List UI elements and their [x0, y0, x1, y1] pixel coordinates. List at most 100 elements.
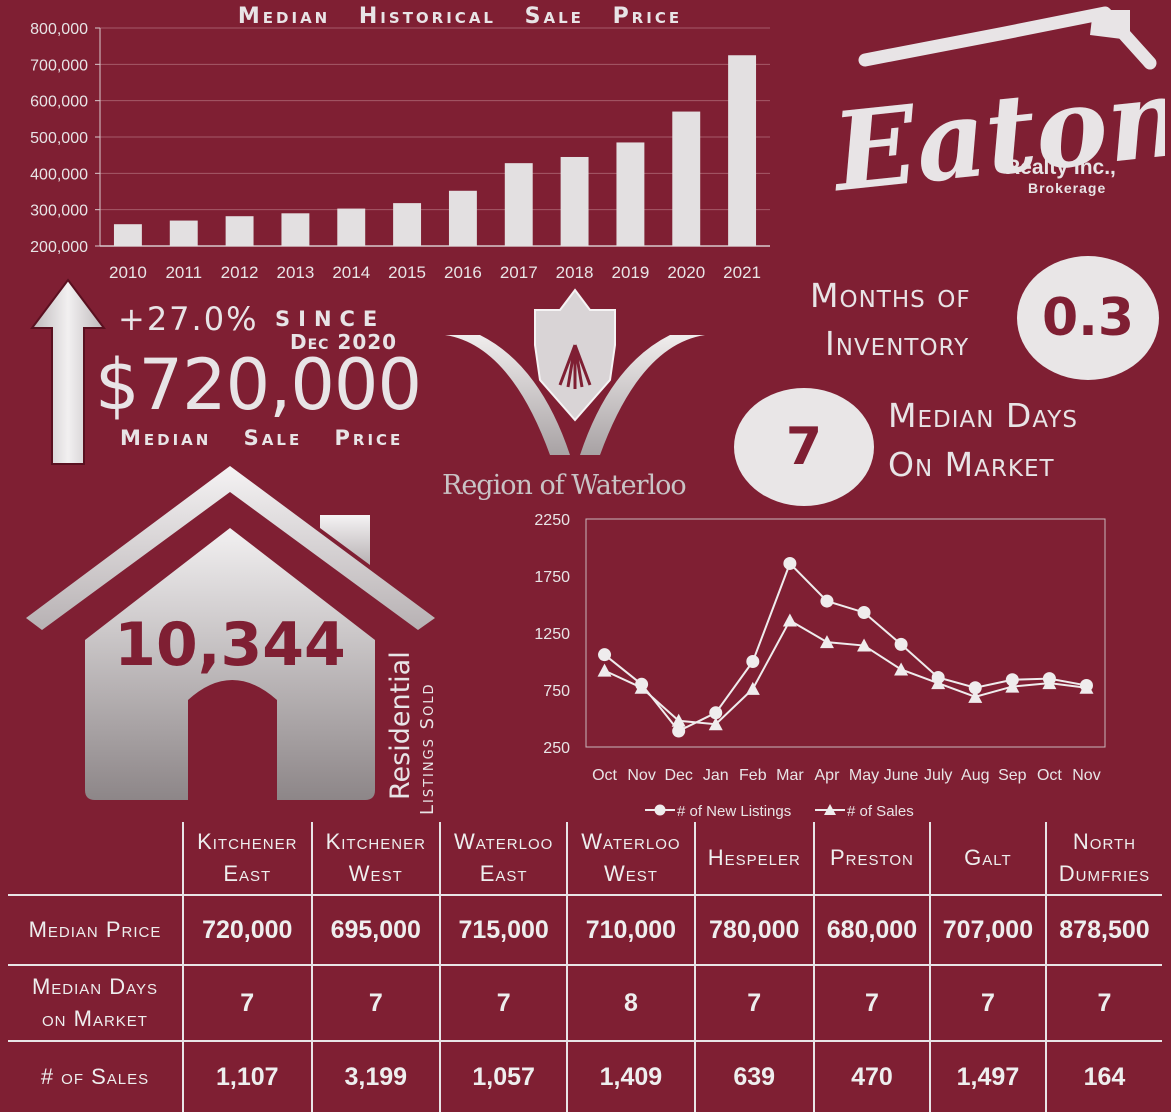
line-point-circle [783, 556, 797, 570]
column-header-line1: Kitchener [197, 829, 298, 854]
line-point-triangle [671, 713, 686, 727]
bar-ytick-label: 400,000 [30, 166, 88, 183]
bar [169, 220, 198, 246]
column-header-line2: East [479, 861, 528, 886]
bar [393, 203, 422, 246]
table-cell: 7 [182, 964, 312, 1041]
since-label: since [275, 307, 386, 331]
line-point-circle [635, 677, 649, 691]
table-cell: 720,000 [182, 894, 312, 965]
table-cell: 695,000 [310, 894, 441, 965]
bar-xtick-label: 2011 [165, 263, 202, 282]
table-column-header: North Dumfries [1044, 822, 1162, 895]
table-cell: 8 [566, 964, 695, 1041]
line-ytick-label: 1750 [534, 569, 570, 586]
table-cell: 715,000 [439, 894, 568, 965]
line-point-circle [894, 637, 908, 651]
days-label-2: On Market [888, 445, 1055, 484]
table-header-empty [8, 822, 183, 895]
line-point-triangle [968, 689, 983, 703]
table-cell: 707,000 [928, 894, 1046, 965]
bar-xtick-label: 2016 [444, 263, 482, 282]
column-header-line1: Kitchener [325, 829, 426, 854]
bar [616, 142, 645, 246]
line-point-circle [746, 655, 760, 668]
bar-ytick-label: 200,000 [30, 239, 88, 256]
line-point-circle [709, 706, 723, 720]
line-point-circle [931, 670, 945, 684]
table-cell: 7 [1044, 964, 1162, 1041]
line-xtick-label: Aug [961, 767, 989, 784]
bar [728, 55, 757, 246]
up-arrow-icon [30, 278, 106, 465]
line-point-triangle [1079, 680, 1094, 694]
bar [113, 224, 142, 246]
line-point-circle [598, 648, 612, 662]
line-xtick-label: May [849, 767, 879, 784]
bar-ytick-label: 600,000 [30, 94, 88, 111]
bar-xtick-label: 2018 [556, 263, 594, 282]
table-cell: 1,497 [928, 1040, 1046, 1112]
bar [337, 208, 366, 246]
table-row: Median Days on Market 7 7 7 8 7 7 7 7 [8, 964, 1162, 1041]
line-xtick-label: Nov [627, 767, 655, 784]
listings-sold-value: 10,344 [114, 610, 346, 680]
inventory-label-1: Months of [810, 276, 971, 315]
days-label-1: Median Days [888, 396, 1078, 435]
line-ytick-label: 750 [543, 683, 570, 700]
column-header-line2: Dumfries [1058, 861, 1151, 886]
column-header-line1: Hespeler [707, 845, 801, 870]
table-column-header: Hespeler [693, 822, 814, 895]
line-xtick-label: Oct [592, 767, 617, 784]
line-point-triangle [597, 663, 612, 677]
inventory-label-2: Inventory [825, 324, 970, 363]
price-change: +27.0% [118, 300, 259, 338]
logo-line1: Realty Inc., [1005, 156, 1116, 179]
line-series [604, 619, 1087, 726]
bar [225, 216, 254, 246]
bar [281, 213, 310, 246]
since-date: Dec 2020 [290, 330, 398, 354]
line-point-circle [1005, 673, 1019, 687]
line-point-circle [1079, 678, 1093, 692]
row-label: # of Sales [8, 1040, 183, 1112]
line-point-triangle [745, 681, 760, 695]
bar-ytick-label: 800,000 [30, 21, 88, 38]
table-cell: 639 [693, 1040, 814, 1112]
line-xtick-label: Jan [703, 767, 729, 784]
row-label: Median Days on Market [8, 964, 183, 1041]
line-xtick-label: Nov [1072, 767, 1100, 784]
line-point-circle [672, 724, 686, 738]
days-on-market-value: 7 [734, 388, 874, 506]
median-sale-price: $720,000 [95, 344, 422, 426]
bar-xtick-label: 2013 [277, 263, 315, 282]
table-cell: 680,000 [812, 894, 930, 965]
region-logo-text: Region of Waterloo [442, 470, 687, 501]
row-label-line1: Median Days [31, 974, 159, 999]
bar-chart: 200,000 300,000 400,000 500,000 600,000 700,0… [30, 21, 770, 282]
line-point-triangle [857, 638, 872, 652]
table-column-header: Preston [812, 822, 930, 895]
bar-xtick-label: 2015 [388, 263, 426, 282]
line-point-triangle [1005, 679, 1020, 693]
legend-marker-triangle [824, 804, 836, 815]
column-header-line1: Preston [829, 845, 914, 870]
line-point-triangle [634, 680, 649, 694]
table-row: Median Price 720,000 695,000 715,000 710,000… [8, 894, 1162, 965]
table-cell: 164 [1044, 1040, 1162, 1112]
table-cell: 1,057 [439, 1040, 568, 1112]
table-cell: 7 [310, 964, 441, 1041]
bar-xtick-label: 2019 [612, 263, 650, 282]
table-cell: 470 [812, 1040, 930, 1112]
line-point-circle [1042, 672, 1056, 686]
line-xtick-label: Feb [739, 767, 767, 784]
bar [672, 111, 701, 246]
table-cell: 7 [928, 964, 1046, 1041]
line-point-triangle [782, 613, 797, 627]
table-header-row: Kitchener East Kitchener West Waterloo East Wa… [8, 822, 1162, 895]
bar-xtick-label: 2020 [667, 263, 705, 282]
bar [504, 163, 533, 246]
column-header-line1: Waterloo [581, 829, 681, 854]
bar-xtick-label: 2021 [723, 263, 761, 282]
line-xtick-label: June [884, 767, 919, 784]
